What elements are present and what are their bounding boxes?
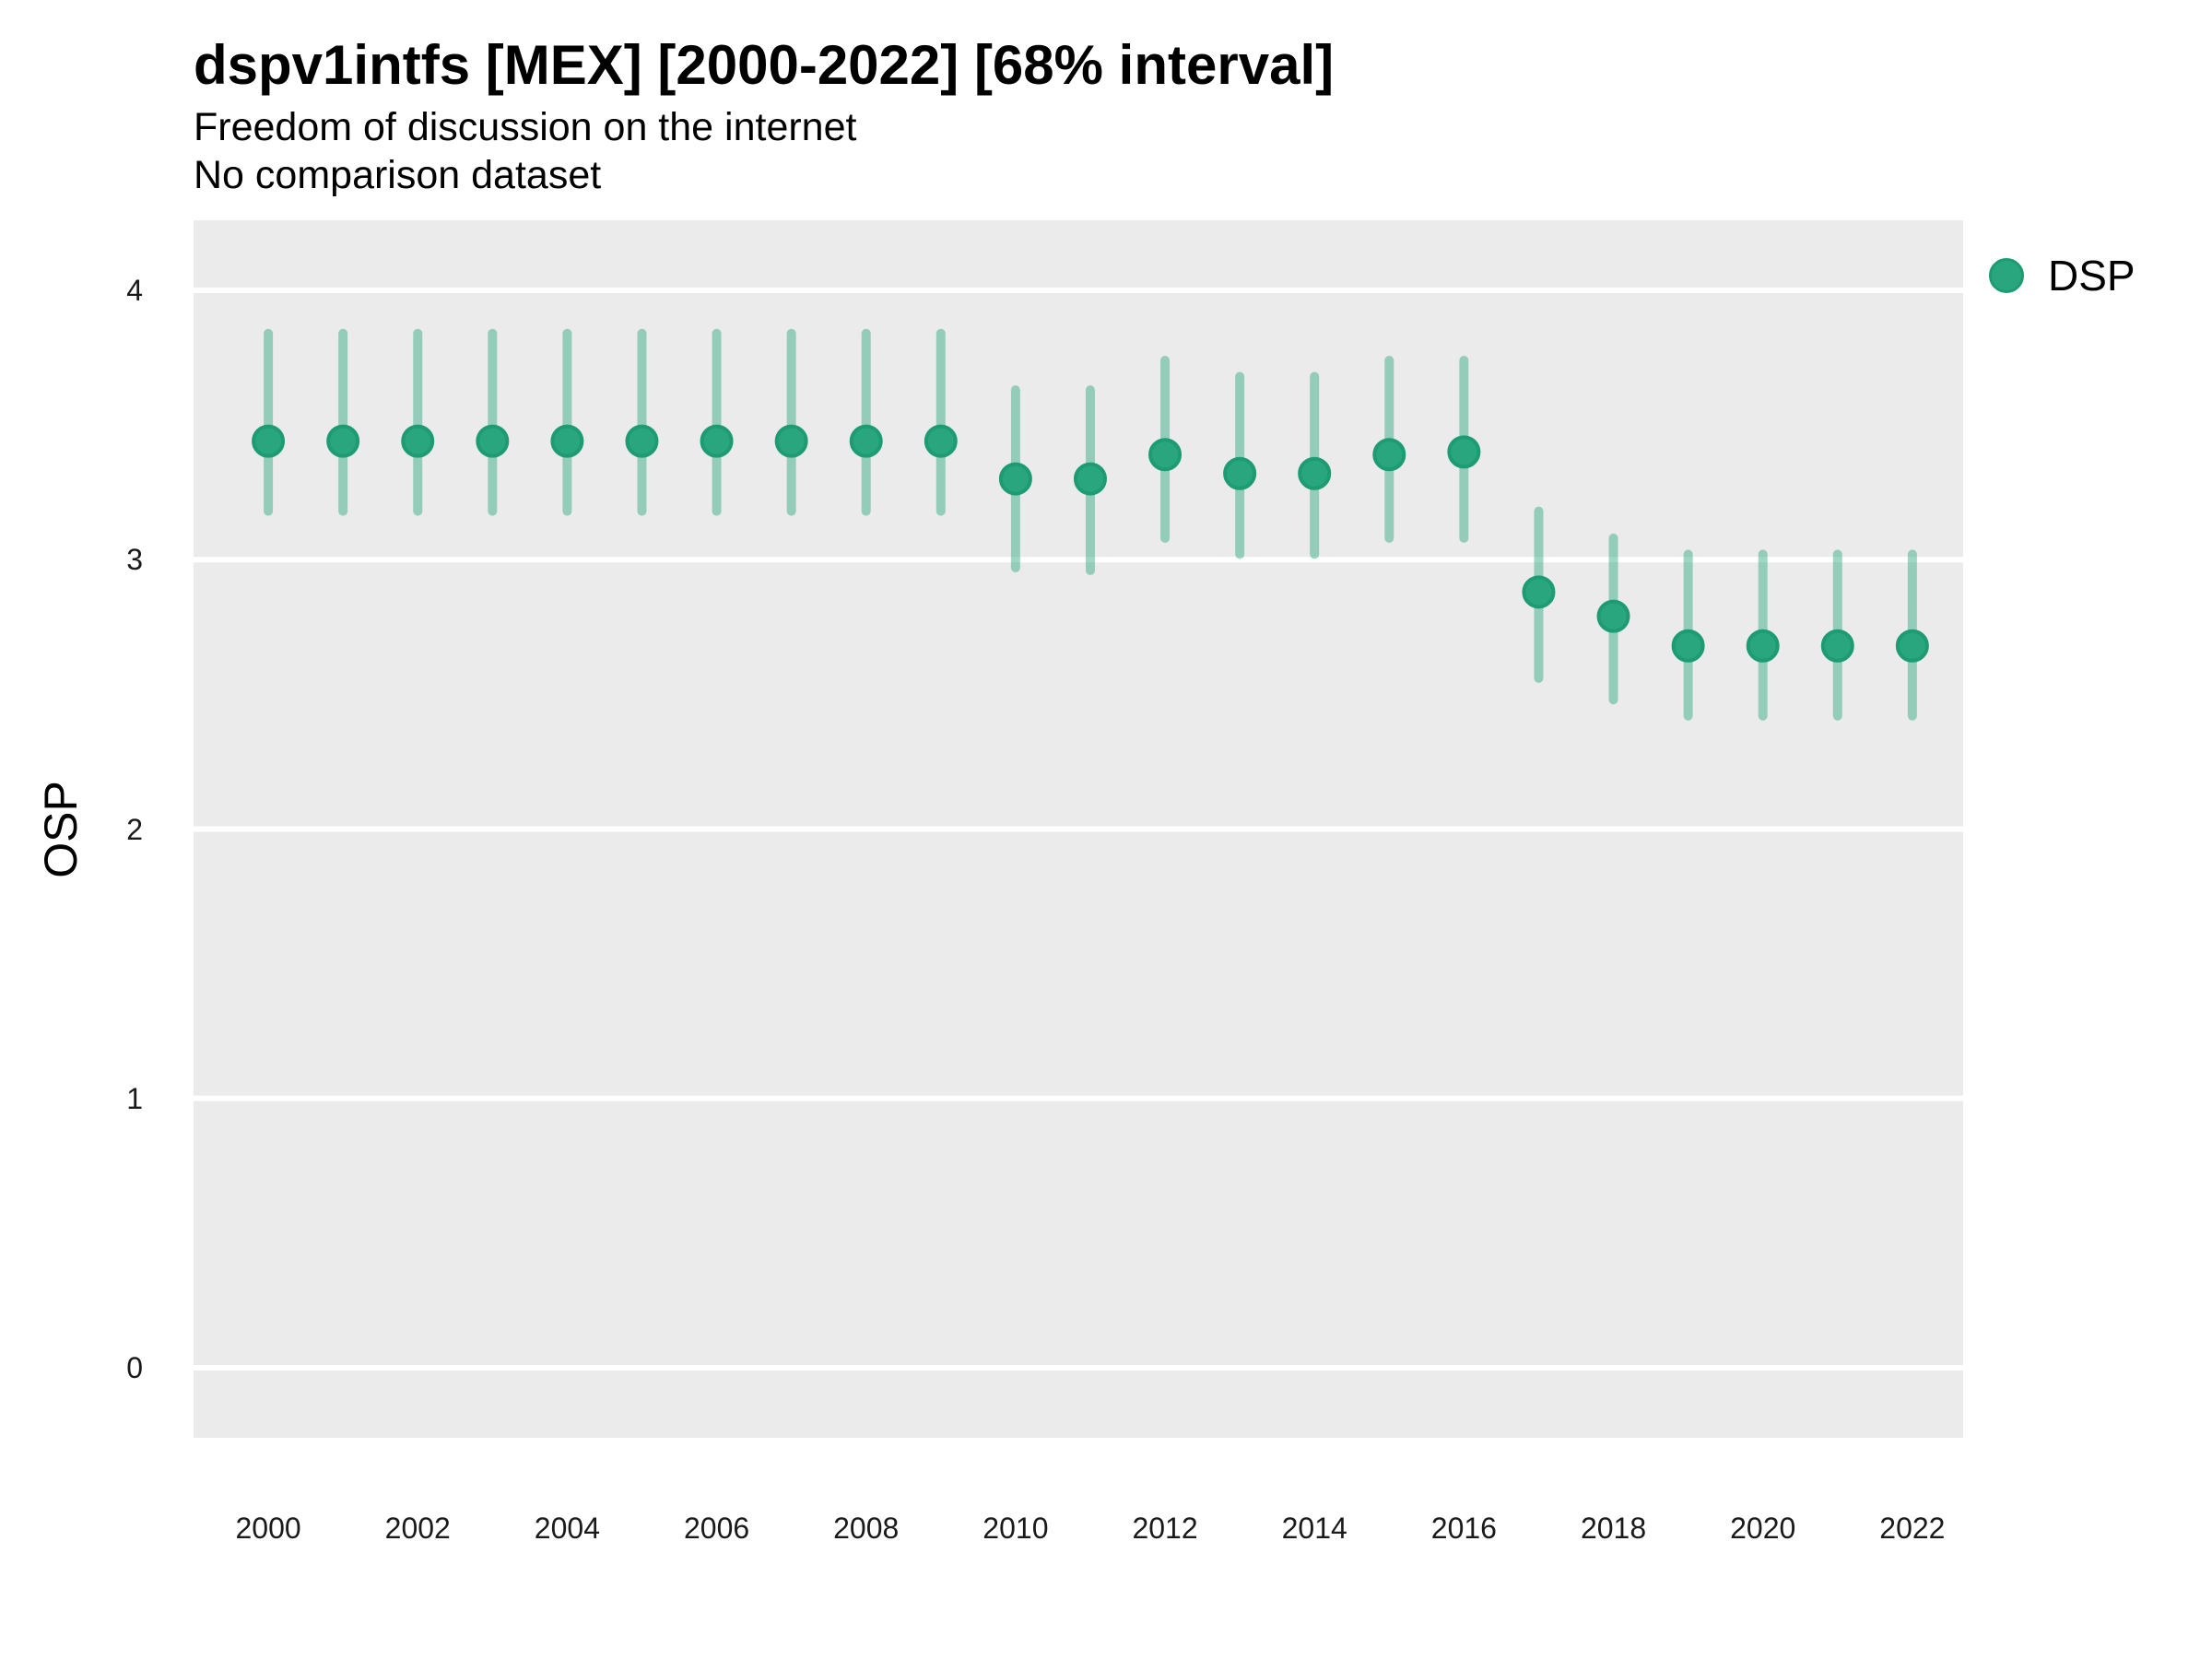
x-tick-label-2012: 2012 xyxy=(1132,1512,1198,1545)
plot-panel xyxy=(194,220,1963,1438)
data-point-2019 xyxy=(1671,629,1705,663)
plot-area xyxy=(194,287,1963,1371)
data-point-2010 xyxy=(998,462,1032,496)
chart-title: dspv1intfs [MEX] [2000-2022] [68% interv… xyxy=(194,34,1335,96)
data-point-2008 xyxy=(849,424,883,458)
y-tick-label-2: 2 xyxy=(126,812,143,846)
legend: DSP xyxy=(1989,253,2136,299)
y-tick-label-4: 4 xyxy=(126,273,143,307)
x-tick-label-2022: 2022 xyxy=(1879,1512,1946,1545)
data-point-2007 xyxy=(774,424,808,458)
data-point-2009 xyxy=(924,424,958,458)
data-point-2004 xyxy=(550,424,584,458)
data-point-2000 xyxy=(252,424,286,458)
data-point-2014 xyxy=(1298,456,1332,490)
x-tick-label-2004: 2004 xyxy=(534,1512,600,1545)
legend-label: DSP xyxy=(2048,252,2136,300)
data-point-2011 xyxy=(1073,462,1107,496)
data-point-2002 xyxy=(401,424,435,458)
data-point-2015 xyxy=(1372,438,1406,472)
data-point-2001 xyxy=(326,424,360,458)
y-tick-label-1: 1 xyxy=(126,1081,143,1115)
data-point-2012 xyxy=(1148,438,1182,472)
x-tick-label-2008: 2008 xyxy=(833,1512,900,1545)
data-point-2006 xyxy=(700,424,734,458)
data-point-2013 xyxy=(1223,456,1257,490)
data-point-2003 xyxy=(476,424,510,458)
x-tick-label-2000: 2000 xyxy=(235,1512,301,1545)
x-tick-label-2006: 2006 xyxy=(683,1512,750,1545)
x-tick-label-2002: 2002 xyxy=(384,1512,451,1545)
x-tick-label-2020: 2020 xyxy=(1730,1512,1796,1545)
x-tick-label-2016: 2016 xyxy=(1430,1512,1497,1545)
y-tick-label-3: 3 xyxy=(126,543,143,577)
chart-subtitle-note: No comparison dataset xyxy=(194,153,602,197)
legend-point-icon xyxy=(1989,258,2024,293)
x-tick-label-2018: 2018 xyxy=(1580,1512,1647,1545)
data-point-2016 xyxy=(1447,435,1481,469)
data-point-2020 xyxy=(1746,629,1780,663)
y-tick-label-0: 0 xyxy=(126,1351,143,1384)
x-tick-label-2014: 2014 xyxy=(1281,1512,1347,1545)
chart-subtitle: Freedom of discussion on the internet xyxy=(194,105,857,149)
x-tick-label-2010: 2010 xyxy=(982,1512,1049,1545)
data-point-2021 xyxy=(1820,629,1854,663)
data-point-2022 xyxy=(1895,629,1929,663)
data-point-2005 xyxy=(625,424,659,458)
data-point-2018 xyxy=(1596,599,1630,633)
data-point-2017 xyxy=(1522,575,1556,609)
